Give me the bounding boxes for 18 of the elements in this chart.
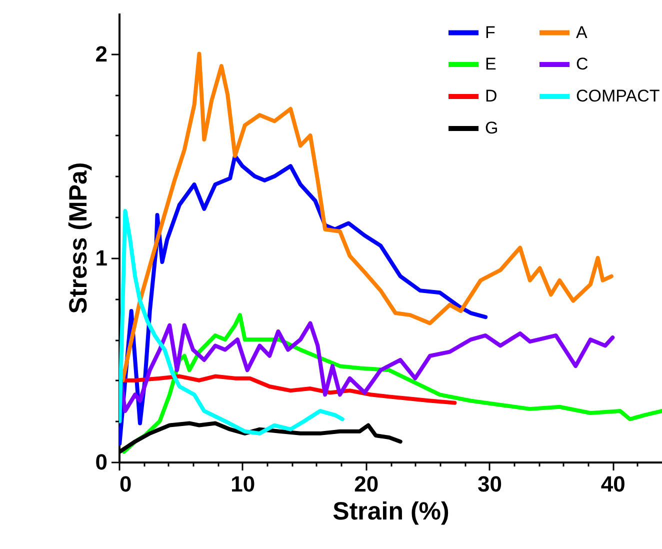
legend-label: A — [576, 22, 588, 42]
y-tick-label: 2 — [95, 41, 108, 66]
x-axis-title: Strain (%) — [332, 498, 450, 526]
legend-label: E — [485, 54, 496, 74]
y-axis-title: Stress (MPa) — [64, 162, 92, 314]
legend-label: COMPACT — [576, 86, 660, 106]
x-tick-label: 10 — [230, 472, 256, 496]
legend-label: C — [576, 54, 588, 74]
legend-label: D — [485, 86, 498, 106]
legend-label: G — [485, 118, 498, 138]
y-tick-label: 0 — [95, 450, 108, 474]
x-tick-label: 30 — [477, 472, 502, 496]
x-tick-label: 40 — [600, 472, 626, 496]
x-tick-label: 20 — [354, 472, 379, 496]
line-series — [119, 208, 344, 436]
legend-label: F — [485, 22, 496, 42]
y-tick-label: 1 — [95, 245, 108, 270]
x-tick-label: 0 — [120, 472, 132, 496]
